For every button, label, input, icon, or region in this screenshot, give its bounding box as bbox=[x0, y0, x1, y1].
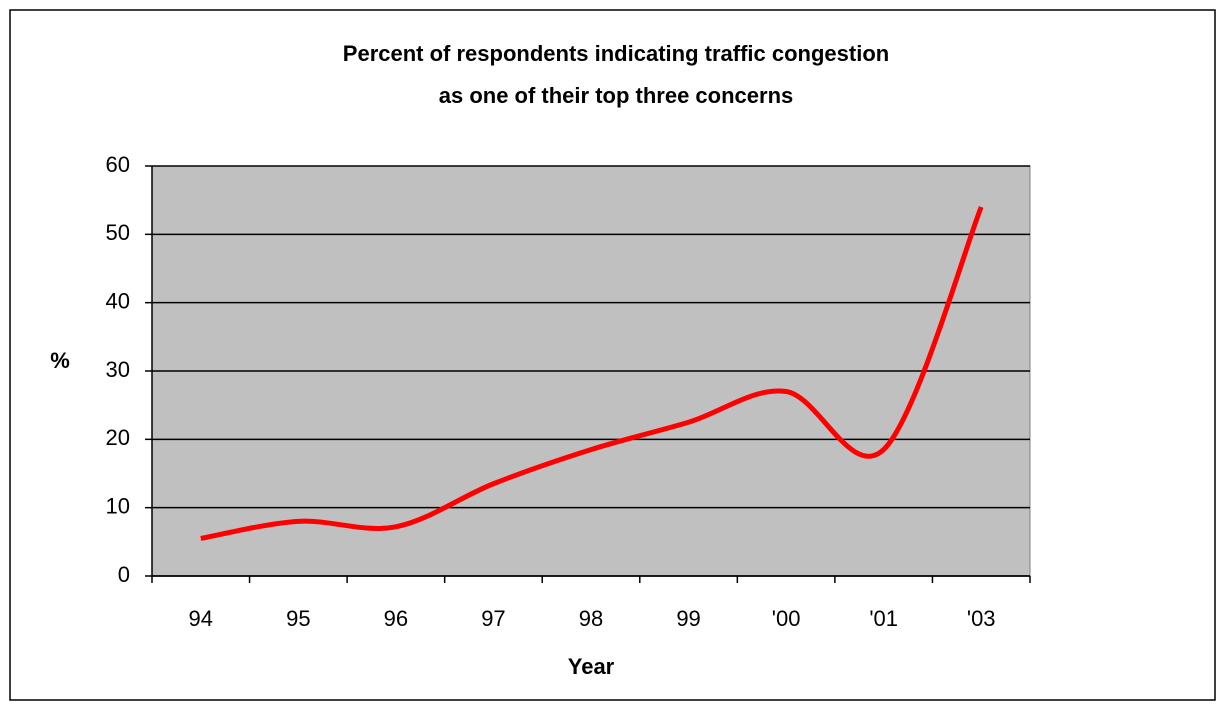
chart-title: Percent of respondents indicating traffi… bbox=[343, 41, 889, 66]
x-tick-label: 94 bbox=[189, 606, 213, 631]
chart-title: as one of their top three concerns bbox=[439, 83, 794, 108]
y-tick-label: 0 bbox=[118, 562, 130, 587]
y-axis-label: % bbox=[50, 348, 70, 373]
x-tick-label: 95 bbox=[286, 606, 310, 631]
y-tick-label: 30 bbox=[106, 357, 130, 382]
y-tick-label: 50 bbox=[106, 220, 130, 245]
y-tick-label: 40 bbox=[106, 288, 130, 313]
x-tick-label: 98 bbox=[579, 606, 603, 631]
y-tick-label: 20 bbox=[106, 425, 130, 450]
x-axis-label: Year bbox=[568, 654, 615, 679]
x-tick-label: '01 bbox=[869, 606, 898, 631]
data-line bbox=[200, 206, 984, 541]
x-tick-label: 99 bbox=[676, 606, 700, 631]
x-tick-label: 96 bbox=[384, 606, 408, 631]
y-tick-label: 60 bbox=[106, 152, 130, 177]
x-tick-label: '00 bbox=[772, 606, 801, 631]
x-tick-label: '03 bbox=[967, 606, 996, 631]
y-tick-label: 10 bbox=[106, 493, 130, 518]
x-tick-label: 97 bbox=[481, 606, 505, 631]
